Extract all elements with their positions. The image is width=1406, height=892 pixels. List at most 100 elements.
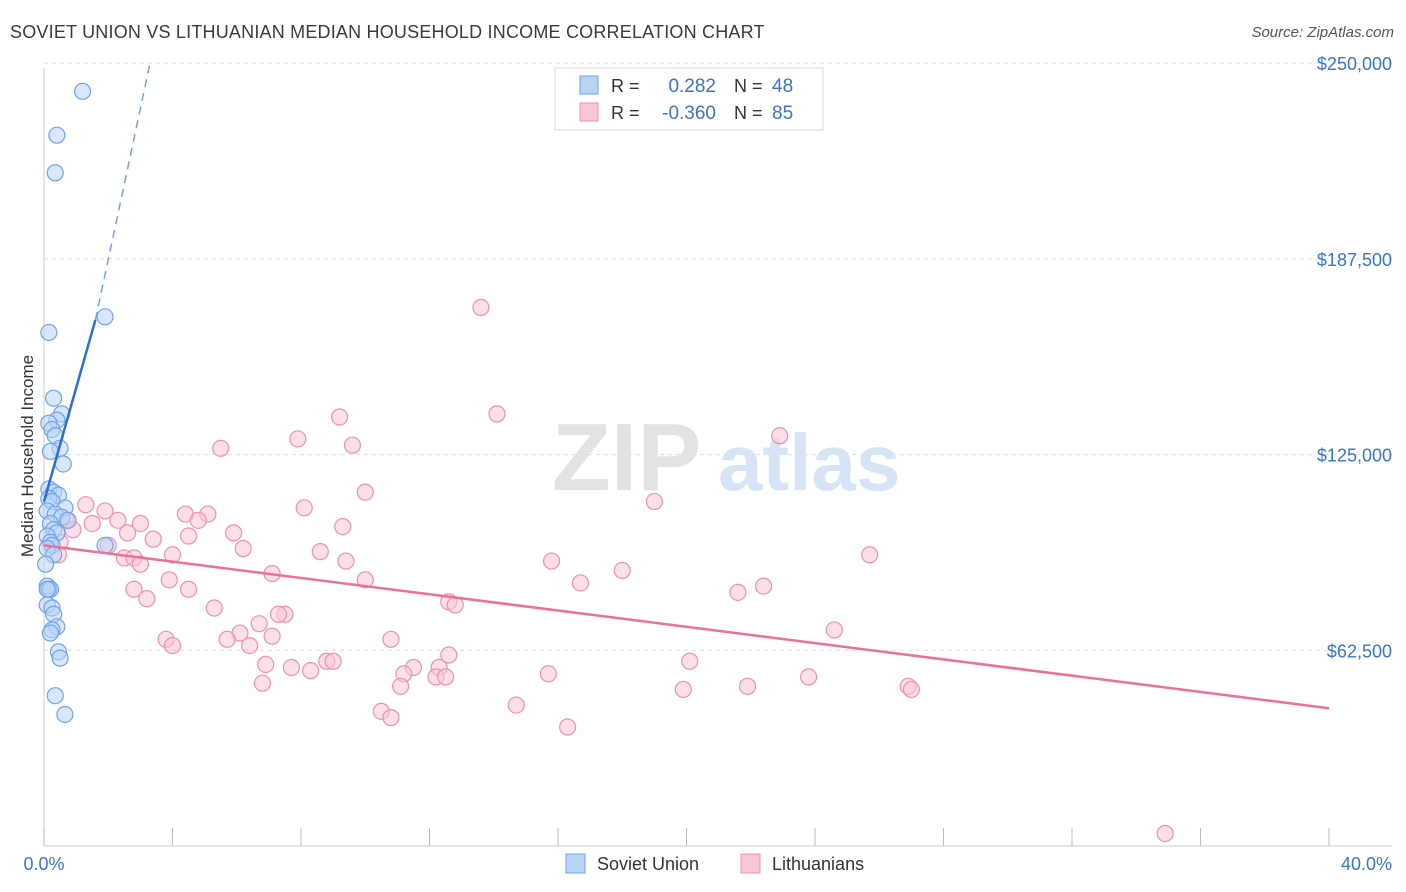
- lithuanians-point: [282, 658, 300, 677]
- y-tick-labels: $62,500 $125,000 $187,500 $250,000: [1317, 54, 1392, 661]
- legend-r-label-lithuanians: R =: [611, 103, 640, 123]
- lithuanians-point: [472, 298, 490, 316]
- lithuanians-point: [295, 499, 313, 517]
- lithuanians-point: [179, 527, 198, 545]
- soviet-union-point: [51, 649, 69, 667]
- legend-r-value-lithuanians: -0.360: [662, 103, 716, 124]
- lithuanians-point: [861, 546, 879, 564]
- legend-n-label-soviet: N =: [734, 76, 763, 96]
- watermark-atlas: atlas: [718, 418, 900, 507]
- lithuanians-point: [738, 677, 757, 695]
- soviet-union-trend-extension: [94, 62, 151, 321]
- soviet-union-point: [54, 455, 72, 473]
- lithuanians-point: [825, 621, 843, 639]
- legend-bottom-label-soviet: Soviet Union: [597, 854, 699, 874]
- watermark-zip: ZIP: [552, 404, 701, 511]
- lithuanians-point: [902, 680, 920, 699]
- lithuanians-point: [302, 662, 320, 680]
- legend-swatch-lithuanians: [579, 102, 599, 122]
- lithuanians-point: [539, 665, 557, 683]
- legend-n-value-lithuanians: 85: [772, 103, 793, 124]
- soviet-union-point: [40, 323, 58, 342]
- lithuanians-point: [109, 511, 127, 529]
- lithuanians-trend-line: [43, 544, 1330, 710]
- lithuanians-point: [729, 583, 747, 601]
- soviet-union-point: [45, 389, 63, 407]
- soviet-union-point: [56, 705, 74, 724]
- y-axis-label: Median Household Income: [18, 355, 37, 557]
- lithuanians-point: [189, 511, 207, 529]
- legend-swatch-soviet: [579, 75, 599, 95]
- y-tick-label: $62,500: [1327, 641, 1392, 661]
- soviet-union-points: [37, 82, 114, 724]
- lithuanians-point: [681, 652, 699, 670]
- lithuanians-point: [436, 668, 455, 686]
- lithuanians-point: [257, 655, 275, 673]
- lithuanians-point: [241, 636, 259, 655]
- legend-top: R = 0.282 N = 48 R = -0.360 N = 85: [554, 67, 824, 131]
- y-tick-label: $250,000: [1317, 54, 1392, 74]
- legend-bottom-label-lithuanians: Lithuanians: [772, 854, 864, 874]
- lithuanians-point: [250, 615, 268, 633]
- soviet-union-point: [46, 687, 64, 705]
- lithuanians-point: [179, 580, 198, 598]
- legend-n-value-soviet: 48: [772, 76, 793, 97]
- lithuanians-point: [330, 408, 349, 426]
- lithuanians-point: [269, 605, 288, 623]
- soviet-union-trend-line: [42, 319, 97, 502]
- lithuanians-point: [224, 524, 243, 542]
- lithuanians-point: [571, 574, 590, 592]
- legend-top-box: [554, 67, 824, 131]
- lithuanians-point: [253, 674, 272, 692]
- lithuanians-point: [163, 636, 182, 655]
- soviet-union-point: [46, 164, 64, 182]
- lithuanians-point: [311, 543, 329, 561]
- lithuanians-point: [160, 571, 178, 589]
- legend-bottom: Soviet Union Lithuanians: [565, 853, 864, 874]
- lithuanians-point: [391, 677, 410, 695]
- lithuanians-point: [118, 524, 137, 542]
- y-tick-label: $125,000: [1317, 446, 1392, 466]
- lithuanians-point: [799, 668, 818, 686]
- legend-r-value-soviet: 0.282: [668, 76, 716, 97]
- lithuanians-point: [440, 646, 458, 664]
- lithuanians-point: [771, 427, 789, 445]
- lithuanians-point: [645, 492, 663, 511]
- x-tick-label: 0.0%: [23, 854, 64, 874]
- lithuanians-point: [212, 439, 230, 457]
- lithuanians-point: [559, 718, 577, 736]
- soviet-union-point: [37, 555, 55, 573]
- lithuanians-point: [263, 627, 281, 645]
- lithuanians-point: [1156, 824, 1174, 843]
- lithuanians-point: [542, 552, 561, 570]
- lithuanians-point: [334, 517, 352, 536]
- soviet-union-point: [41, 624, 60, 642]
- lithuanians-point: [144, 530, 162, 548]
- lithuanians-point: [507, 696, 525, 714]
- lithuanians-point: [289, 430, 307, 448]
- soviet-union-point: [96, 536, 114, 554]
- lithuanians-point: [754, 577, 773, 595]
- soviet-union-point: [38, 580, 56, 598]
- watermark: ZIP atlas: [552, 404, 900, 511]
- lithuanians-point: [125, 580, 143, 598]
- x-tick-labels: 0.0% 40.0%: [23, 854, 1392, 874]
- lithuanians-point: [674, 680, 692, 699]
- lithuanians-point: [356, 571, 374, 589]
- lithuanians-point: [96, 502, 114, 520]
- lithuanians-point: [337, 552, 355, 570]
- legend-r-label-soviet: R =: [611, 76, 640, 96]
- lithuanians-point: [131, 555, 149, 573]
- soviet-union-point: [96, 308, 114, 326]
- x-tick-label: 40.0%: [1341, 854, 1392, 874]
- legend-n-label-lithuanians: N =: [734, 103, 763, 123]
- lithuanians-point: [356, 483, 374, 501]
- lithuanians-point: [382, 709, 400, 727]
- lithuanians-point: [343, 436, 361, 454]
- legend-bottom-swatch-lithuanians: [740, 853, 761, 874]
- lithuanians-point: [218, 630, 236, 648]
- lithuanians-point: [77, 496, 95, 514]
- lithuanians-point: [234, 539, 252, 558]
